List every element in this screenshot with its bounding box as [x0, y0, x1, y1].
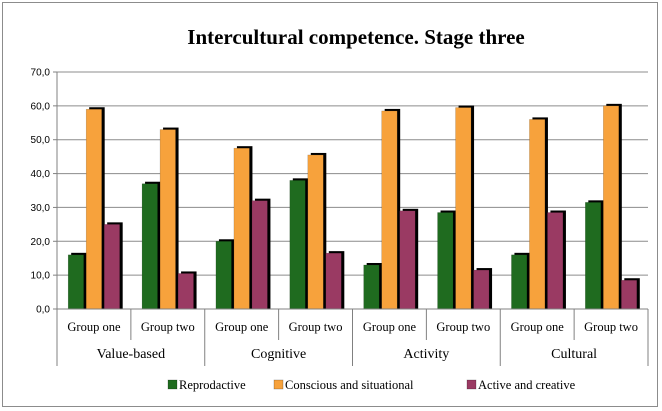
x-group-label: Activity [403, 347, 449, 362]
x-subcategory-label: Group one [215, 320, 269, 334]
bar [85, 108, 102, 310]
bar [103, 224, 120, 310]
y-tick-label: 0,0 [36, 305, 50, 316]
bar [585, 202, 602, 310]
legend-swatch [466, 379, 477, 390]
bar [307, 154, 324, 310]
bar [455, 107, 472, 310]
x-group-label: Cognitive [251, 347, 306, 362]
chart-title: Intercultural competence. Stage three [187, 25, 524, 49]
bar [141, 183, 158, 310]
legend-label: Reprodactive [179, 378, 246, 392]
bar [363, 264, 380, 310]
legend-swatch [167, 379, 178, 390]
x-axis-labels: Group one Group two Group one Group two Grou… [56, 308, 649, 366]
x-subcategory-label: Group one [363, 320, 417, 334]
x-subcategory-label: Group two [141, 320, 195, 334]
y-tick-label: 50,0 [31, 135, 51, 146]
legend: Reprodactive Conscious and situational Act… [167, 378, 576, 392]
y-tick-label: 70,0 [31, 68, 51, 79]
bar [159, 129, 176, 310]
legend-swatch [273, 379, 284, 390]
bar [67, 254, 84, 310]
y-tick-label: 30,0 [31, 203, 51, 214]
bar [437, 212, 454, 310]
bar [473, 269, 490, 310]
legend-label: Active and creative [478, 378, 576, 392]
axes: 0,0 10,0 20,0 30,0 40,0 50,0 60,0 70,0 [31, 68, 58, 316]
y-tick-label: 10,0 [31, 271, 51, 282]
bar [547, 212, 564, 310]
x-subcategory-label: Group two [584, 320, 638, 334]
bars [67, 103, 640, 310]
bar [529, 119, 546, 310]
bar [381, 110, 398, 310]
y-tick-label: 40,0 [31, 169, 51, 180]
bar [603, 105, 620, 310]
legend-label: Conscious and situational [285, 378, 414, 392]
y-tick-label: 60,0 [31, 101, 51, 112]
x-subcategory-label: Group one [511, 320, 565, 334]
bar [325, 252, 342, 310]
bar [177, 273, 194, 310]
bar [621, 279, 638, 310]
x-subcategory-label: Group one [67, 320, 121, 334]
bar [251, 200, 268, 310]
bar [511, 254, 528, 310]
x-group-label: Cultural [551, 347, 597, 362]
bar [215, 241, 232, 310]
y-tick-label: 20,0 [31, 237, 51, 248]
bar [289, 180, 306, 310]
chart-frame [2, 2, 658, 407]
x-subcategory-label: Group two [289, 320, 343, 334]
x-subcategory-label: Group two [436, 320, 490, 334]
bar [233, 147, 250, 310]
bar [399, 210, 416, 310]
x-group-label: Value-based [97, 347, 165, 362]
